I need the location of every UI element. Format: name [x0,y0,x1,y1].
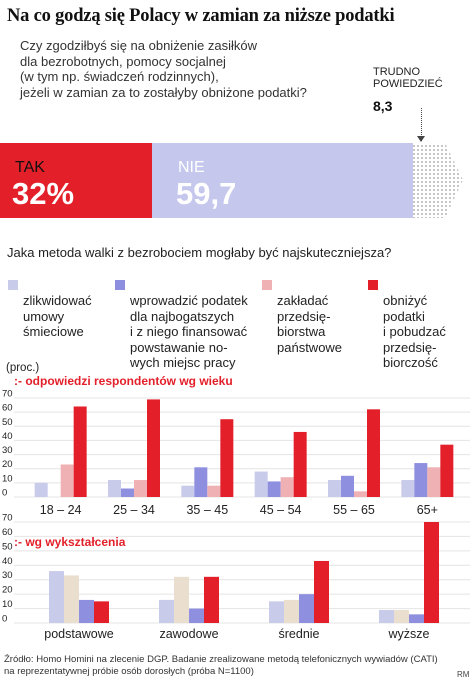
y-tick-label: 40 [2,556,13,567]
bar [174,576,189,623]
bar [254,471,268,497]
bar [121,488,134,497]
legend-swatch-3 [262,280,272,290]
category-label: 25 – 34 [113,503,155,517]
tak-bar [0,143,152,218]
section-title: :- odpowiedzi respondentów wg wieku [14,374,233,388]
question-1-line: (w tym np. świadczeń rodzinnych), [20,69,219,84]
bar [314,560,329,623]
legend-swatch-1 [8,280,18,290]
bar [189,608,204,623]
category-label: 55 – 65 [333,503,375,517]
y-tick-label: 20 [2,585,13,596]
nie-bar [152,143,413,218]
section-title: :- wg wykształcenia [14,535,126,549]
tak-value: 32% [12,176,75,211]
chart-title: Na co godzą się Polacy w zamian za niższ… [7,6,395,26]
y-tick-label: 70 [2,389,13,400]
category-label: 35 – 45 [186,503,228,517]
hard-to-say-label-line2: POWIEDZIEĆ [373,78,443,90]
category-label: 45 – 54 [260,503,302,517]
y-tick-label: 20 [2,459,13,470]
bar [204,576,219,623]
bar [34,482,48,497]
hard-to-say-pointer [421,108,422,141]
category-label: 18 – 24 [40,503,82,517]
bar [354,491,367,497]
y-tick-label: 30 [2,445,13,456]
legend-swatch-2 [115,280,125,290]
y-tick-label: 10 [2,599,13,610]
source-note: Źródło: Homo Homini na zlecenie DGP. Bad… [4,654,438,677]
bar [367,409,380,497]
bar [269,601,284,623]
question-1-line: Czy zgodziłbyś się na obniżenie zasiłków [20,38,258,53]
legend-label-1: zlikwidować umowy śmieciowe [23,293,92,339]
y-tick-label: 30 [2,570,13,581]
bar [181,485,195,497]
nie-label: NIE [178,159,205,176]
y-tick-label: 60 [2,403,13,414]
category-label: średnie [279,627,320,641]
category-label: wyższe [388,627,430,641]
y-tick-label: 50 [2,541,13,552]
bar [267,481,281,497]
hard-to-say-arrow-icon [417,136,425,142]
bar [341,475,354,497]
bar [220,419,234,497]
y-tick-label: 10 [2,473,13,484]
bar [94,601,109,623]
question-1-line: jeżeli w zamian za to zostałyby obniżone… [20,84,307,100]
bar [299,594,314,623]
question-2: Jaka metoda walki z bezrobociem mogłaby … [7,245,392,260]
hard-to-say-label: TRUDNO POWIEDZIEĆ [373,66,443,90]
question-1-line: dla bezrobotnych, pomocy socjalnej [20,53,226,69]
unit-label: (proc.) [6,362,40,374]
bar [409,614,424,623]
bar [207,485,221,497]
bar [401,480,415,497]
bar [134,480,147,497]
bar [440,444,454,497]
bar [284,599,299,623]
question-1: Czy zgodziłbyś się na obniżenie zasiłków… [20,38,350,100]
bar [379,610,394,623]
legend-label-3: zakładać przedsię- biorstwa państwowe [277,293,343,355]
bar [159,599,174,623]
bar [194,467,208,497]
legend-label-4: obniżyć podatki i pobudzać przedsię- bio… [383,293,446,370]
category-label: zawodowe [159,627,218,641]
category-label: 65+ [417,503,438,517]
bar [414,463,428,497]
bar [394,610,409,623]
hard-to-say-value: 8,3 [373,98,393,114]
legend-swatch-4 [368,280,378,290]
category-label: podstawowe [44,627,114,641]
bar [64,575,79,623]
bar [49,571,64,623]
nie-value: 59,7 [176,176,237,211]
author-credit: RM [457,670,470,679]
legend-label-2: wprowadzić podatek dla najbogatszych i z… [130,293,248,370]
tak-label: TAK [15,159,45,176]
bar [328,480,341,497]
bar [424,522,439,623]
y-tick-label: 70 [2,513,13,524]
y-tick-label: 0 [2,488,7,499]
bar [427,467,441,497]
bar [60,464,74,497]
y-tick-label: 0 [2,614,7,625]
y-tick-label: 50 [2,417,13,428]
bar [108,480,121,497]
y-tick-label: 40 [2,431,13,442]
y-tick-label: 60 [2,527,13,538]
bar [280,477,294,497]
bar [293,431,307,497]
bar [79,599,94,623]
bar [73,406,87,497]
bar [147,399,160,497]
hard-to-say-label-line1: TRUDNO [373,66,421,78]
